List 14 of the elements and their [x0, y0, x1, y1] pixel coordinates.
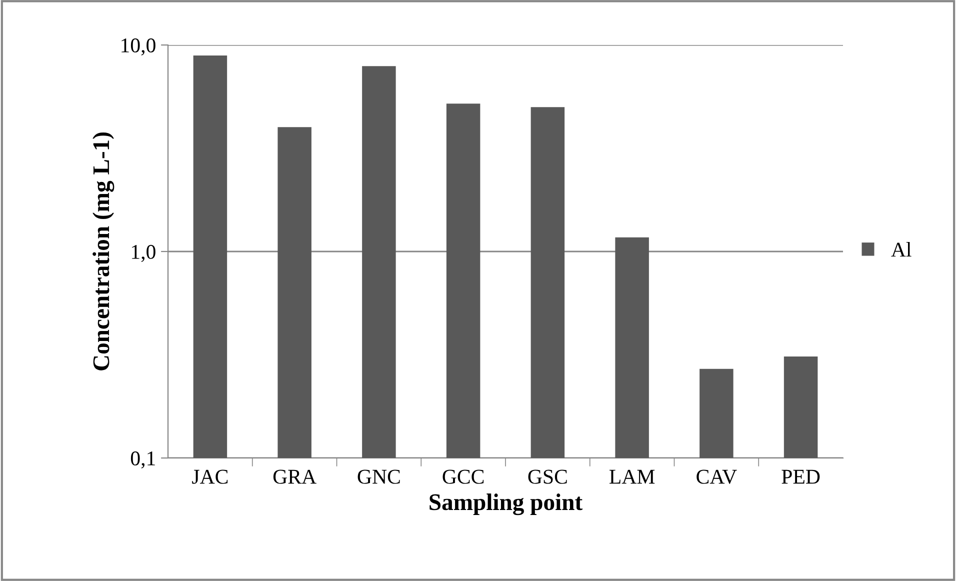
x-tick-label: JAC	[192, 470, 228, 484]
x-tick-label: PED	[782, 470, 820, 484]
y-tick-label: 1,0	[132, 244, 156, 262]
x-tick-label: LAM	[610, 470, 655, 484]
x-tick-label: GRA	[273, 470, 316, 484]
x-axis-title: Sampling point	[430, 494, 582, 516]
legend-label: Al	[891, 242, 912, 257]
x-tick-label: CAV	[696, 470, 737, 484]
x-tick-label: GSC	[528, 470, 567, 484]
y-axis-title: Concentration (mg L-1)	[92, 132, 114, 370]
x-tick-label: GNC	[358, 470, 400, 484]
y-tick-label: 10,0	[122, 38, 156, 56]
y-tick-label: 0,1	[130, 451, 155, 468]
x-tick-label: GCC	[442, 470, 484, 484]
